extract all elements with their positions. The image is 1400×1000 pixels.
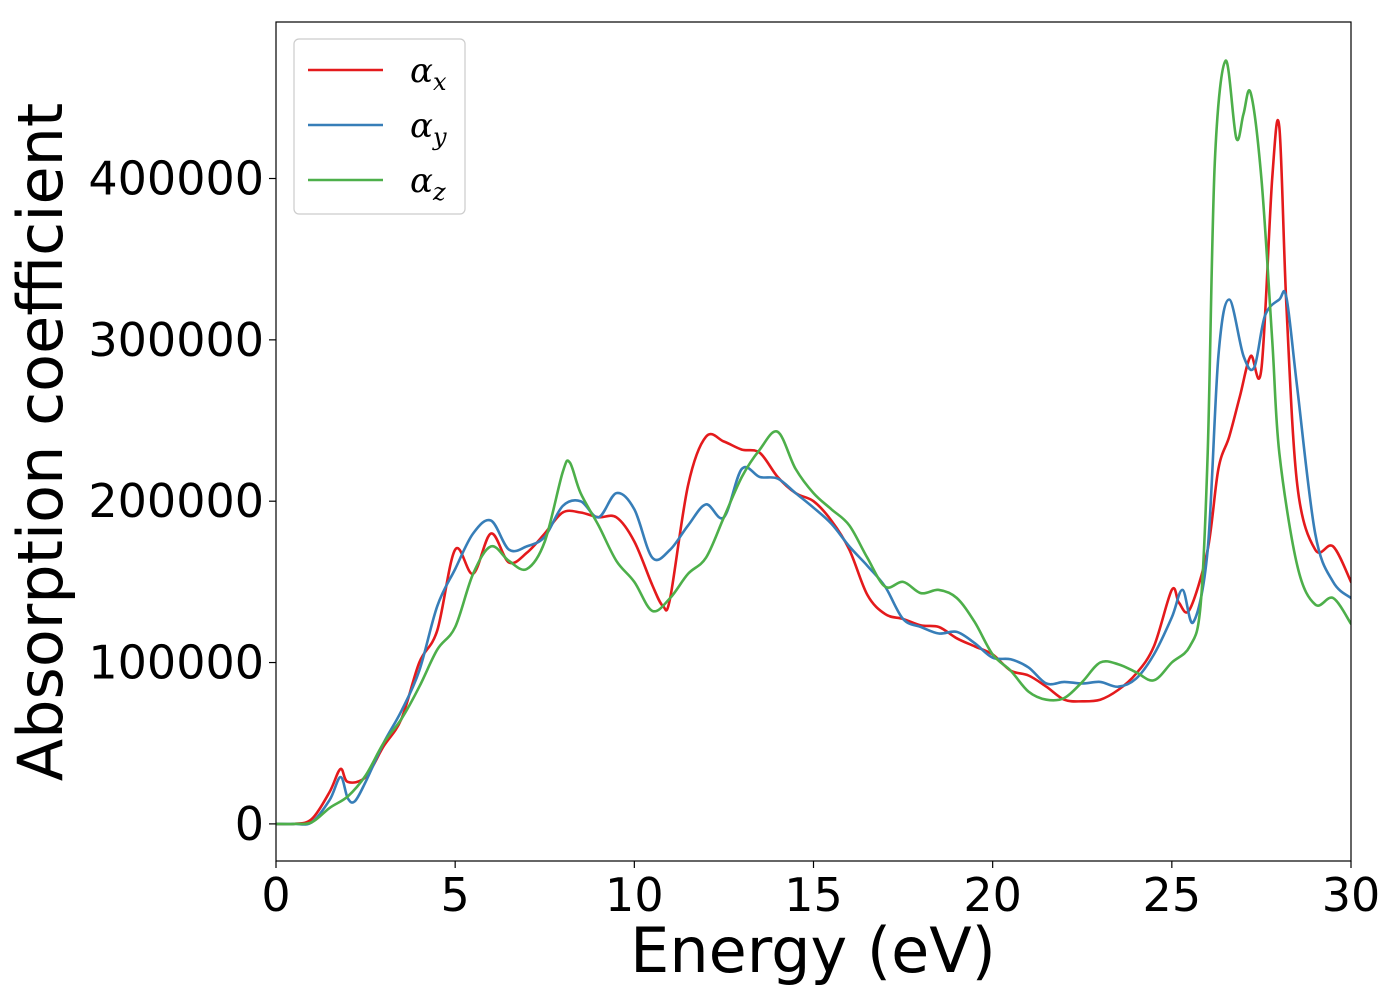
y-tick-label: 400000 — [88, 152, 264, 206]
legend-label-z: αz — [410, 161, 446, 206]
series-line-z — [276, 59, 1351, 826]
y-axis-title: Absorption coefficient — [4, 103, 77, 782]
x-tick-label: 5 — [441, 868, 470, 922]
legend-label-y: αy — [410, 106, 447, 151]
legend-label-x: αx — [410, 51, 447, 96]
x-tick-label: 0 — [261, 868, 290, 922]
x-tick-label: 25 — [1143, 868, 1202, 922]
series-line-y — [276, 289, 1351, 826]
x-tick-label: 30 — [1322, 868, 1381, 922]
x-axis-title: Energy (eV) — [630, 914, 996, 987]
y-tick-label: 0 — [235, 797, 264, 851]
y-axis-ticks: 0 100000 200000 300000 400000 — [88, 152, 276, 851]
legend: αx αy αz — [293, 38, 466, 215]
y-tick-label: 200000 — [88, 474, 264, 528]
y-tick-label: 300000 — [88, 313, 264, 367]
series-line-x — [276, 118, 1351, 826]
x-tick-label: 20 — [963, 868, 1022, 922]
x-axis-ticks: 0 5 10 15 20 25 30 — [261, 861, 1380, 922]
legend-box — [293, 38, 466, 215]
y-tick-label: 100000 — [88, 636, 264, 690]
series-lines — [276, 59, 1351, 826]
x-tick-label: 15 — [784, 868, 843, 922]
x-tick-label: 10 — [605, 868, 664, 922]
